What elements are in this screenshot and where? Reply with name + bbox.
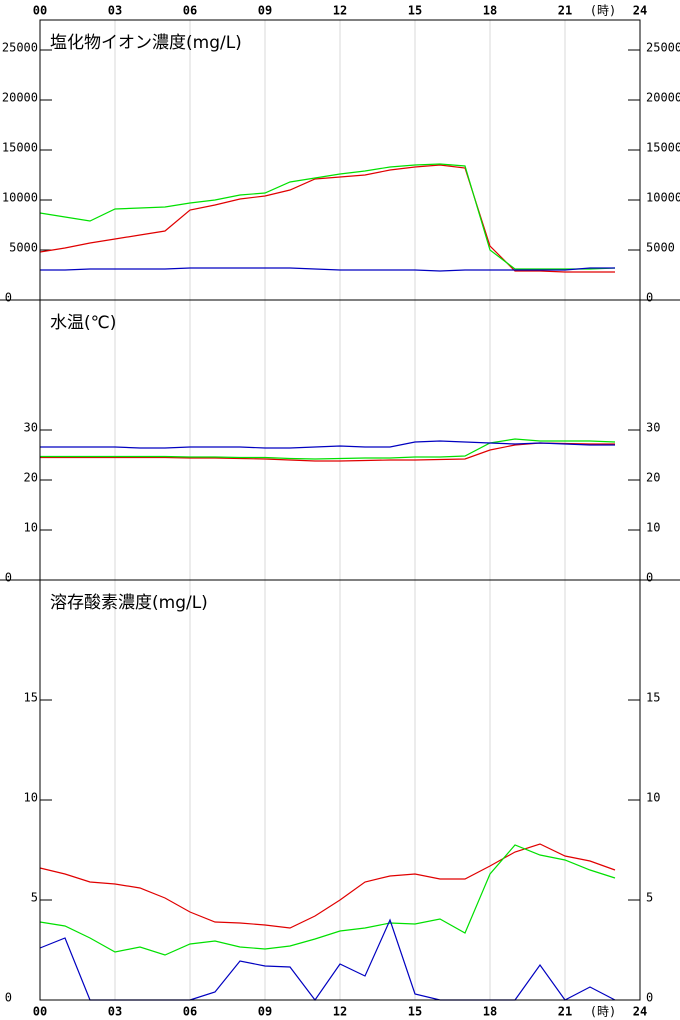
series-line	[39, 163, 616, 270]
y-tick-label: 5	[31, 891, 38, 905]
series-line	[39, 844, 616, 956]
panel-title: 塩化物イオン濃度(mg/L)	[50, 33, 242, 53]
y-tick-label: 15000	[646, 141, 680, 155]
y-tick-label: 5000	[9, 241, 38, 255]
y-tick-label: 10	[646, 521, 660, 535]
y-tick-label: 30	[24, 421, 38, 435]
y-tick-label: 20	[24, 471, 38, 485]
y-tick-label: 15	[24, 691, 38, 705]
y-tick-label: 0	[646, 291, 653, 305]
y-tick-label: 10	[24, 521, 38, 535]
panel-title: 溶存酸素濃度(mg/L)	[50, 593, 208, 613]
y-tick-label: 0	[646, 571, 653, 585]
series-line	[40, 442, 615, 462]
x-tick-label: 06	[183, 1005, 197, 1019]
x-tick-label: 00	[33, 1005, 47, 1019]
x-tick-label: 15	[408, 4, 422, 18]
y-tick-label: 25000	[2, 41, 38, 55]
y-tick-label: 0	[646, 991, 653, 1005]
y-tick-label: 0	[5, 991, 12, 1005]
x-tick-label: 12	[333, 1005, 347, 1019]
x-tick-label: 03	[108, 1005, 122, 1019]
y-tick-label: 20000	[2, 91, 38, 105]
y-tick-label: 15	[646, 691, 660, 705]
y-tick-label: 10000	[646, 191, 680, 205]
plot-frame	[39, 19, 641, 1001]
x-tick-label: 24	[633, 4, 647, 18]
y-tick-label: 10	[24, 791, 38, 805]
panel-title: 水温(℃)	[50, 313, 116, 333]
x-unit-label: (時)	[590, 1005, 616, 1019]
x-tick-label: 21	[558, 1005, 572, 1019]
x-tick-label: 03	[108, 4, 122, 18]
x-unit-label: (時)	[590, 4, 616, 18]
y-tick-label: 0	[5, 291, 12, 305]
x-tick-label: 15	[408, 1005, 422, 1019]
y-tick-label: 30	[646, 421, 660, 435]
y-tick-label: 25000	[646, 41, 680, 55]
y-tick-label: 10	[646, 791, 660, 805]
x-tick-label: 18	[483, 4, 497, 18]
series-line	[39, 164, 615, 273]
series-line	[39, 918, 616, 1002]
x-tick-label: 21	[558, 4, 572, 18]
x-tick-label: 24	[633, 1005, 647, 1019]
series-line	[40, 438, 616, 460]
series-line	[39, 843, 616, 929]
x-tick-label: 09	[258, 4, 272, 18]
x-tick-label: 09	[258, 1005, 272, 1019]
y-tick-label: 15000	[2, 141, 38, 155]
y-tick-label: 0	[5, 571, 12, 585]
y-tick-label: 5	[646, 891, 653, 905]
y-tick-label: 10000	[2, 191, 38, 205]
series-line	[40, 267, 615, 272]
y-tick-label: 5000	[646, 241, 675, 255]
x-tick-label: 06	[183, 4, 197, 18]
y-tick-label: 20000	[646, 91, 680, 105]
y-tick-label: 20	[646, 471, 660, 485]
x-tick-label: 00	[33, 4, 47, 18]
series-line	[40, 440, 615, 449]
x-tick-label: 18	[483, 1005, 497, 1019]
x-tick-label: 12	[333, 4, 347, 18]
